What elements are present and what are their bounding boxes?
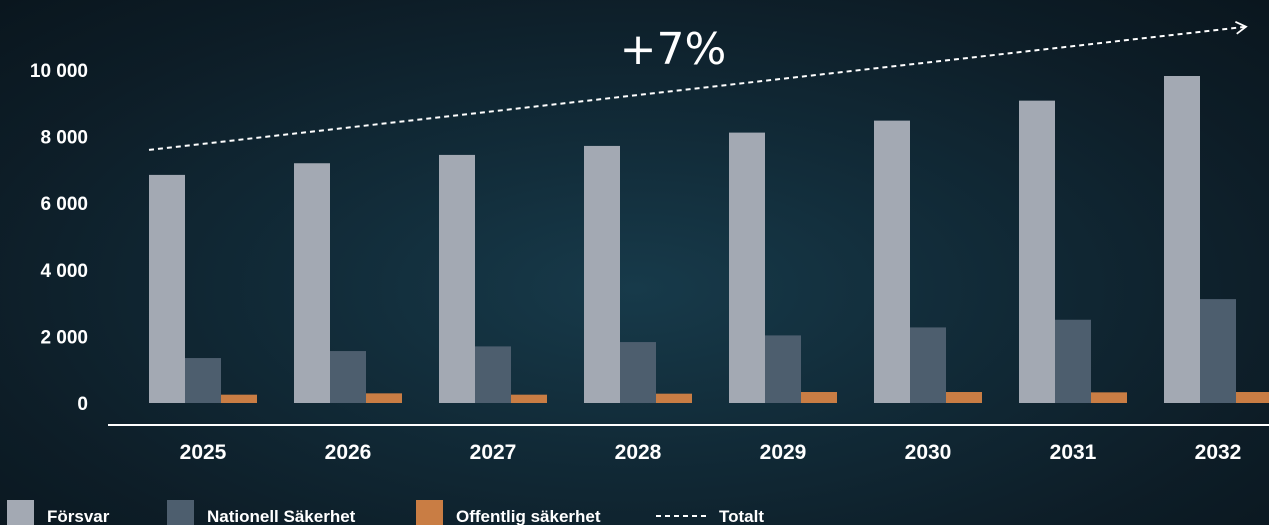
bar (729, 132, 765, 403)
y-tick-label: 6 000 (40, 194, 88, 215)
bar (801, 392, 837, 403)
bar (584, 145, 620, 403)
bars (149, 75, 1269, 404)
bar (910, 327, 946, 403)
x-tick-label: 2027 (470, 441, 517, 464)
legend: Försvar Nationell Säkerhet Offentlig säker… (7, 500, 764, 525)
bar (1236, 392, 1269, 403)
legend-label: Offentlig säkerhet (456, 507, 601, 525)
legend-swatch (7, 500, 34, 525)
x-tick-label: 2029 (760, 441, 807, 464)
x-tick-label: 2028 (615, 441, 662, 464)
trend-annotation: +7% (620, 24, 727, 75)
y-axis: 0 2 000 4 000 6 000 8 000 10 000 (30, 61, 88, 415)
y-tick-label: 0 (77, 394, 88, 415)
bar (221, 394, 257, 403)
legend-label: Försvar (47, 507, 110, 525)
legend-swatch (167, 500, 194, 525)
y-tick-label: 4 000 (40, 261, 88, 282)
bar (1055, 319, 1091, 403)
bar (765, 335, 801, 403)
x-tick-label: 2031 (1050, 441, 1097, 464)
bar (1164, 75, 1200, 403)
bar (874, 120, 910, 403)
bar (946, 392, 982, 403)
bar (511, 394, 547, 403)
y-tick-label: 2 000 (40, 327, 88, 348)
bar (149, 174, 185, 403)
bar (1200, 299, 1236, 403)
bar (330, 351, 366, 403)
bar (1091, 392, 1127, 403)
y-tick-label: 10 000 (30, 61, 88, 82)
trend-line (148, 21, 1248, 151)
x-tick-label: 2026 (325, 441, 372, 464)
bar (185, 358, 221, 403)
bar (294, 163, 330, 403)
legend-label: Nationell Säkerhet (207, 507, 356, 525)
bar (656, 393, 692, 403)
legend-label: Totalt (719, 507, 764, 525)
x-axis: 2025 2026 2027 2028 2029 2030 2031 2032 (180, 441, 1242, 464)
x-tick-label: 2025 (180, 441, 227, 464)
bar (475, 346, 511, 403)
legend-swatch (416, 500, 443, 525)
bar (620, 342, 656, 403)
x-tick-label: 2030 (905, 441, 952, 464)
y-tick-label: 8 000 (40, 128, 88, 149)
bar (366, 393, 402, 403)
bar (439, 154, 475, 403)
bar (1019, 100, 1055, 404)
x-tick-label: 2032 (1195, 441, 1242, 464)
